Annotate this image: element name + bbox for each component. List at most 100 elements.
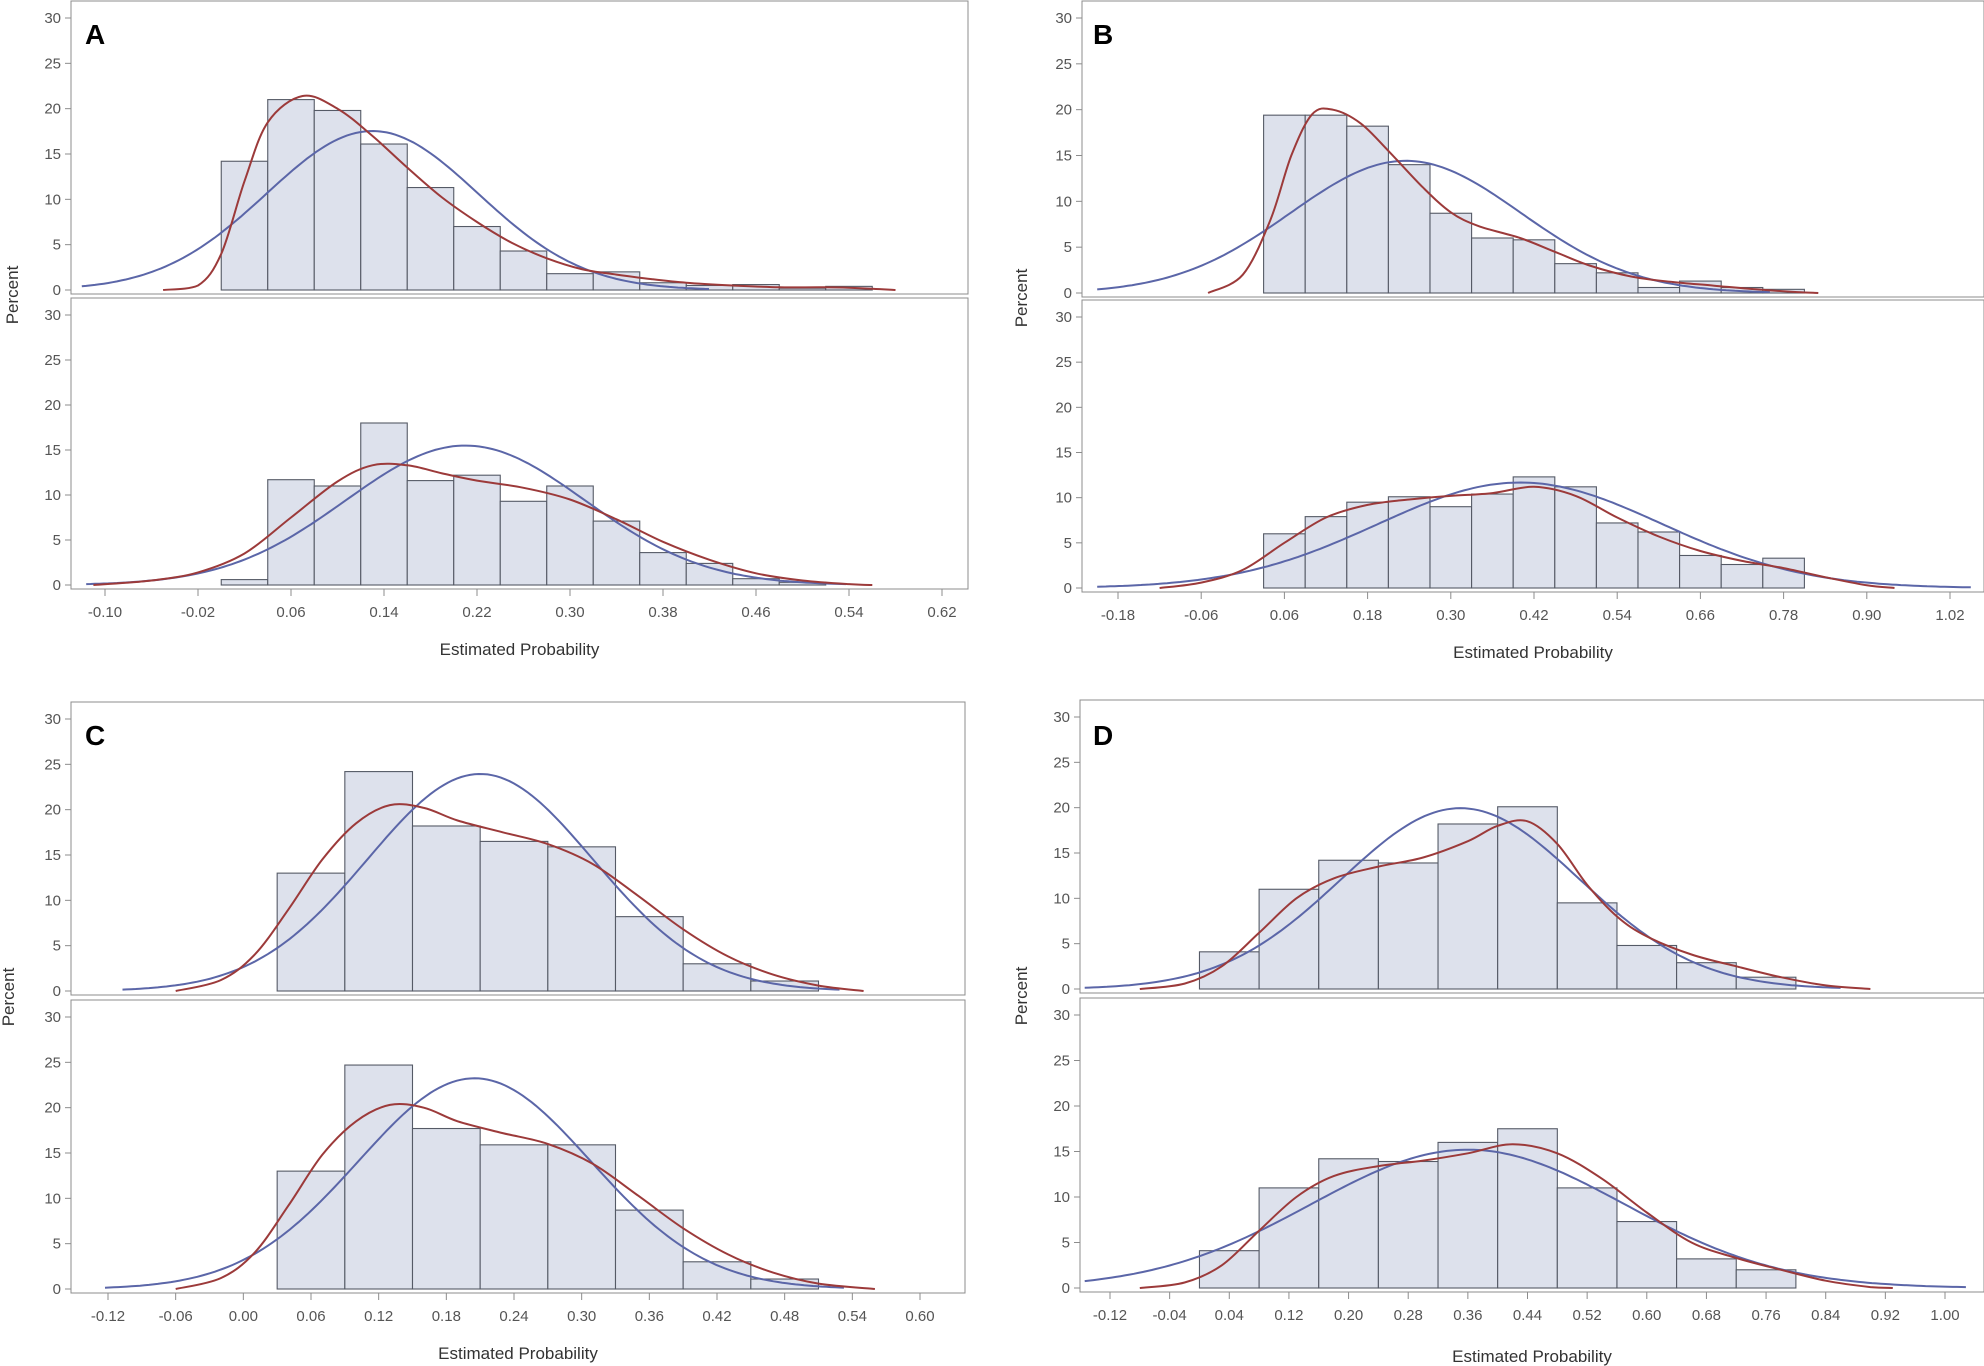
y-tick-label: 5 xyxy=(53,1236,61,1253)
normal-density-curve xyxy=(1084,1148,1966,1289)
x-tick-label: 0.18 xyxy=(432,1308,461,1325)
histogram-bar xyxy=(313,485,362,586)
y-tick-label: 10 xyxy=(44,892,61,909)
kernel-density-curve xyxy=(175,1103,875,1290)
histogram-bar xyxy=(1554,263,1597,294)
histogram-bar xyxy=(406,480,455,586)
histogram-bar xyxy=(1471,237,1514,294)
y-tick-label: 5 xyxy=(53,532,61,549)
y-tick-label: 0 xyxy=(1064,580,1072,597)
histogram-bar xyxy=(453,225,501,291)
histogram-bar xyxy=(614,916,684,992)
histogram-bar xyxy=(547,846,617,992)
histogram-bar xyxy=(1471,493,1514,589)
x-tick-label: 0.14 xyxy=(369,604,398,621)
kernel-density-curve xyxy=(1207,107,1819,294)
panel-letter: C xyxy=(85,720,105,751)
y-tick-label: 0 xyxy=(53,577,61,594)
histogram-bar xyxy=(1616,1221,1678,1289)
y-tick-label: 20 xyxy=(1053,1098,1070,1115)
y-tick-label: 30 xyxy=(1053,1007,1070,1024)
histogram-bar xyxy=(276,1170,346,1290)
x-tick-label: 0.84 xyxy=(1811,1307,1840,1324)
y-tick-label: 15 xyxy=(1053,845,1070,862)
y-tick-label: 15 xyxy=(44,847,61,864)
x-tick-label: 0.36 xyxy=(1453,1307,1482,1324)
x-tick-label: 0.42 xyxy=(702,1308,731,1325)
y-tick-label: 5 xyxy=(1064,239,1072,256)
y-tick-label: 10 xyxy=(44,191,61,208)
subplot-bottom: 0 5 10 15 20 25 30 xyxy=(44,999,966,1298)
y-tick-label: 5 xyxy=(53,237,61,254)
histogram-bar xyxy=(778,287,827,291)
y-tick-label: 15 xyxy=(44,442,61,459)
plot-frame xyxy=(1081,299,1984,593)
y-tick-label: 5 xyxy=(1062,1235,1070,1252)
panel-d: D 0 5 10 15 20 25 30 0 5 10 15 20 25 30 -0.12 -0.04 0.04 0… xyxy=(1012,699,1984,1366)
plot-frame xyxy=(70,297,969,590)
x-tick-label: 0.54 xyxy=(1603,607,1632,624)
y-tick-label: 20 xyxy=(44,397,61,414)
y-tick-label: 30 xyxy=(44,307,61,324)
histogram-bar xyxy=(1556,902,1618,990)
panel-letter: B xyxy=(1093,19,1113,50)
histogram-bar xyxy=(639,552,687,586)
x-tick-label: 0.76 xyxy=(1751,1307,1780,1324)
histogram-bar xyxy=(1512,239,1556,294)
histogram-bar xyxy=(344,1064,414,1290)
histogram-bar xyxy=(1318,1158,1379,1289)
x-tick-label: 0.48 xyxy=(770,1308,799,1325)
x-axis-title: Estimated Probability xyxy=(440,640,600,659)
x-tick-label: 0.54 xyxy=(838,1308,867,1325)
x-axis-title: Estimated Probability xyxy=(1453,643,1613,662)
histogram-bar xyxy=(1387,164,1431,294)
y-tick-label: 5 xyxy=(1062,936,1070,953)
histogram-bar xyxy=(1637,286,1681,294)
histogram-bar xyxy=(360,422,408,586)
y-tick-label: 0 xyxy=(53,1281,61,1298)
histogram-bar xyxy=(547,1144,617,1290)
y-tick-label: 25 xyxy=(44,352,61,369)
y-tick-label: 20 xyxy=(1055,399,1072,416)
x-tick-label: 0.06 xyxy=(296,1308,325,1325)
histogram-bar xyxy=(1437,1141,1499,1289)
histogram-bar xyxy=(1676,1258,1737,1289)
x-tick-label: 0.04 xyxy=(1215,1307,1244,1324)
x-tick-label: 0.42 xyxy=(1519,607,1548,624)
subplot-top: 0 5 10 15 20 25 30 xyxy=(44,0,969,299)
x-tick-label: 0.30 xyxy=(1436,607,1465,624)
x-tick-label: 0.12 xyxy=(364,1308,393,1325)
histogram-bar xyxy=(592,520,641,586)
normal-density-curve xyxy=(104,1077,844,1289)
histogram-bar xyxy=(1637,531,1681,589)
y-tick-label: 0 xyxy=(53,983,61,1000)
y-tick-label: 25 xyxy=(1055,56,1072,73)
plot-frame xyxy=(1081,0,1984,298)
kernel-density-curve xyxy=(175,803,864,992)
histogram-bar xyxy=(1429,212,1473,294)
histogram-bar xyxy=(360,143,408,291)
histogram-bar xyxy=(614,1209,684,1290)
x-tick-label: 0.24 xyxy=(499,1308,528,1325)
x-tick-label: 0.66 xyxy=(1686,607,1715,624)
histogram-bar xyxy=(1387,496,1431,589)
y-tick-label: 25 xyxy=(1053,754,1070,771)
subplot-top: 0 5 10 15 20 25 30 xyxy=(1055,0,1984,302)
x-tick-label: 0.20 xyxy=(1334,1307,1363,1324)
y-tick-label: 25 xyxy=(1053,1053,1070,1070)
x-tick-label: 0.00 xyxy=(229,1308,258,1325)
histogram-bar xyxy=(267,99,315,291)
histogram-bar xyxy=(1679,554,1722,589)
y-tick-label: 15 xyxy=(1055,148,1072,165)
kernel-density-curve xyxy=(162,94,896,291)
x-tick-label: 0.06 xyxy=(276,604,305,621)
x-tick-label: 0.12 xyxy=(1274,1307,1303,1324)
subplot-bottom: 0 5 10 15 20 25 30 xyxy=(44,297,969,594)
y-tick-label: 20 xyxy=(44,101,61,118)
x-tick-label: -0.12 xyxy=(91,1308,125,1325)
kernel-density-curve xyxy=(1159,485,1895,589)
histogram-bar xyxy=(1198,951,1260,990)
histogram-bar xyxy=(406,186,455,291)
x-tick-label: 0.92 xyxy=(1871,1307,1900,1324)
histogram-bar xyxy=(1512,476,1556,589)
